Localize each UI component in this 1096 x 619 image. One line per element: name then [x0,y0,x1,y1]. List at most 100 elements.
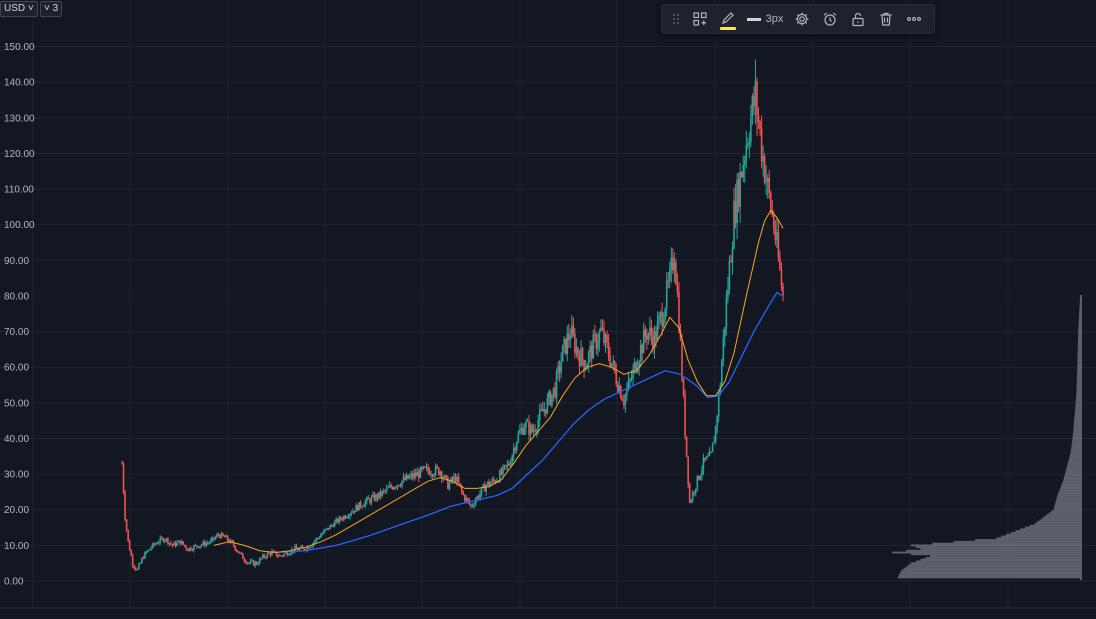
candle-body [222,533,224,536]
volume-profile-bar [1080,295,1082,297]
volume-profile-bar [1077,357,1082,360]
price-axis-label: 50.00 [4,398,29,409]
interval-selector[interactable]: ˅ 3 [40,1,63,17]
volume-profile-bar [1079,312,1082,315]
volume-profile-bar [1072,439,1082,442]
candle-body [603,329,605,343]
candle-body [593,334,596,336]
candle-body [272,551,275,553]
candle-body [534,429,536,432]
candle-body [581,348,584,361]
drag-handle-icon[interactable] [668,6,684,32]
candle-body [459,483,461,487]
candle-body [531,425,533,432]
candle-body [268,553,270,555]
candle-body [349,513,351,517]
volume-profile-bar [1065,471,1082,474]
candle-body [313,541,316,543]
candle-body [751,96,754,118]
candle-body [486,481,489,486]
settings-button[interactable] [790,6,814,32]
volume-profile-bar [1077,352,1082,354]
candle-body [211,537,214,541]
currency-selector[interactable]: USD ˅ [0,1,38,17]
delete-button[interactable] [874,6,898,32]
candle-body [662,320,665,327]
candle-body [454,476,457,482]
candle-body [453,476,455,481]
volume-profile-bar [1076,377,1082,379]
volume-profile-bar [906,549,1082,552]
candle-body [635,362,637,373]
candle-body [252,560,255,566]
volume-profile-bar [925,556,1082,559]
candle-body [231,540,233,543]
candle-body [332,525,334,527]
line-width-button[interactable]: 3px [744,6,786,32]
price-axis-label: 140.00 [4,78,35,89]
candle-body [494,480,497,483]
candle-body [257,563,259,565]
candle-body [130,550,132,556]
candle-body [525,421,527,429]
candle-body [159,537,162,543]
candle-body [607,342,610,357]
volume-profile-bar [892,551,1082,554]
candle-body [281,555,284,557]
candle-body [742,165,745,178]
candle-body [150,548,152,550]
candle-body [245,561,247,564]
candle-body [769,192,772,210]
candle-body [271,551,273,556]
volume-profile-bar [1074,412,1082,415]
add-alert-button[interactable] [818,6,842,32]
candle-body [477,496,480,499]
candle-body [237,551,240,553]
candle-body [254,561,256,566]
volume-profile-bar [1063,476,1082,479]
volume-profile-bar [1060,487,1082,490]
candle-body [202,541,204,545]
candle-body [330,525,333,527]
candle-body [333,521,336,527]
candle-body [447,477,449,489]
candle-body [258,558,261,564]
volume-profile-bar [1077,369,1082,372]
volume-profile-bar [953,540,1082,543]
candle-body [364,501,367,506]
price-axis-label: 80.00 [4,291,29,302]
candle-body [747,144,749,146]
more-button[interactable] [902,6,926,32]
candle-body [736,179,738,224]
candle-body [154,543,157,545]
candle-body [419,467,422,478]
candle-body [653,331,656,350]
candle-body [127,529,129,541]
candle-body [537,420,539,431]
candle-body [269,553,272,556]
candle-body [630,378,633,380]
volume-profile-bar [1078,323,1082,326]
object-tree-button[interactable] [688,6,712,32]
candle-body [433,474,435,477]
candle-body [739,172,741,207]
volume-profile-bar [900,571,1082,573]
line-color-button[interactable] [716,6,740,32]
object-tree-icon [693,12,707,26]
price-axis-label: 150.00 [4,42,35,53]
lock-button[interactable] [846,6,870,32]
candle-body [193,545,195,551]
candle-body [575,347,578,353]
candle-body [366,497,368,502]
candle-body [701,470,703,476]
candle-body [223,535,226,538]
candle-body [414,472,417,476]
candle-body [508,463,510,466]
candle-body [766,177,769,182]
candle-body [148,549,151,551]
candle-body [362,505,365,507]
volume-profile-bar [1020,528,1082,531]
candle-body [350,512,353,514]
